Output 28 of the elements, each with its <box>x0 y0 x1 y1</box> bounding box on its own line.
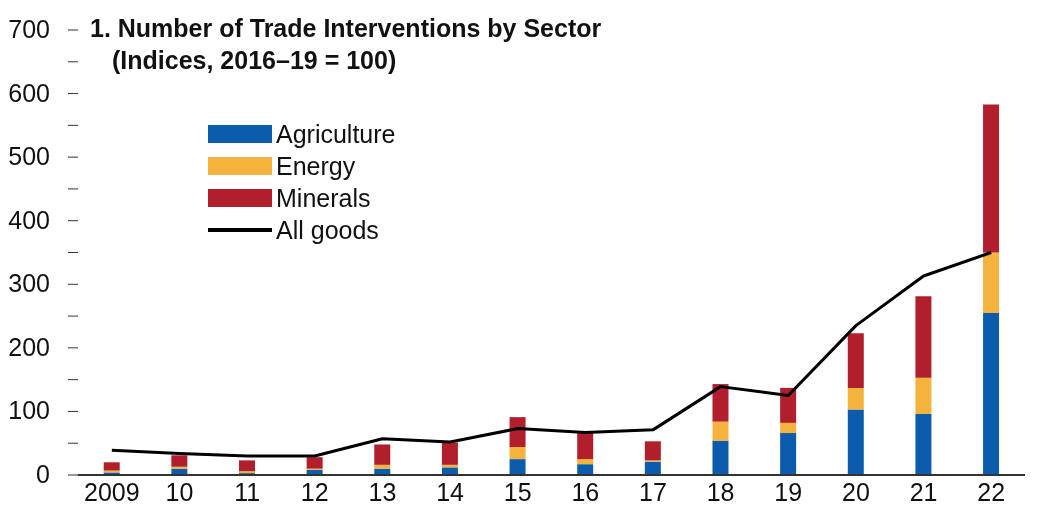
y-tick-label: 700 <box>8 15 50 43</box>
y-tick-label: 0 <box>36 460 50 488</box>
y-tick-label: 200 <box>8 332 50 361</box>
x-tick-label: 19 <box>774 477 803 506</box>
x-tick-label: 15 <box>503 477 532 506</box>
x-tick-label: 10 <box>165 477 194 506</box>
x-tick-label: 16 <box>571 477 600 506</box>
x-tick-label: 20 <box>841 477 870 506</box>
y-tick-label: 100 <box>8 396 50 425</box>
text: (Indices, 2016–19 = 100) <box>111 45 398 76</box>
x-tick-label: 22 <box>977 477 1006 506</box>
x-tick-label: 11 <box>234 477 261 506</box>
x-tick-label: 21 <box>909 477 938 506</box>
legend-label: All goods <box>276 215 379 245</box>
x-tick-label: 12 <box>300 477 329 506</box>
x-tick-label: 2009 <box>84 477 140 506</box>
y-tick-label: 600 <box>8 78 50 107</box>
y-tick-label: 500 <box>8 142 50 171</box>
legend-label: Agriculture <box>276 119 396 149</box>
y-tick-label: 300 <box>8 269 50 298</box>
legend-label: Minerals <box>276 183 371 213</box>
x-tick-label: 18 <box>706 477 735 506</box>
x-tick-label: 13 <box>368 477 397 506</box>
x-tick-label: 14 <box>436 477 465 506</box>
x-tick-label: 17 <box>639 477 667 506</box>
y-tick-label: 400 <box>8 205 50 234</box>
chart-title: 1. Number of Trade Interventions by Sector <box>90 13 602 44</box>
legend-label: Energy <box>276 151 356 181</box>
